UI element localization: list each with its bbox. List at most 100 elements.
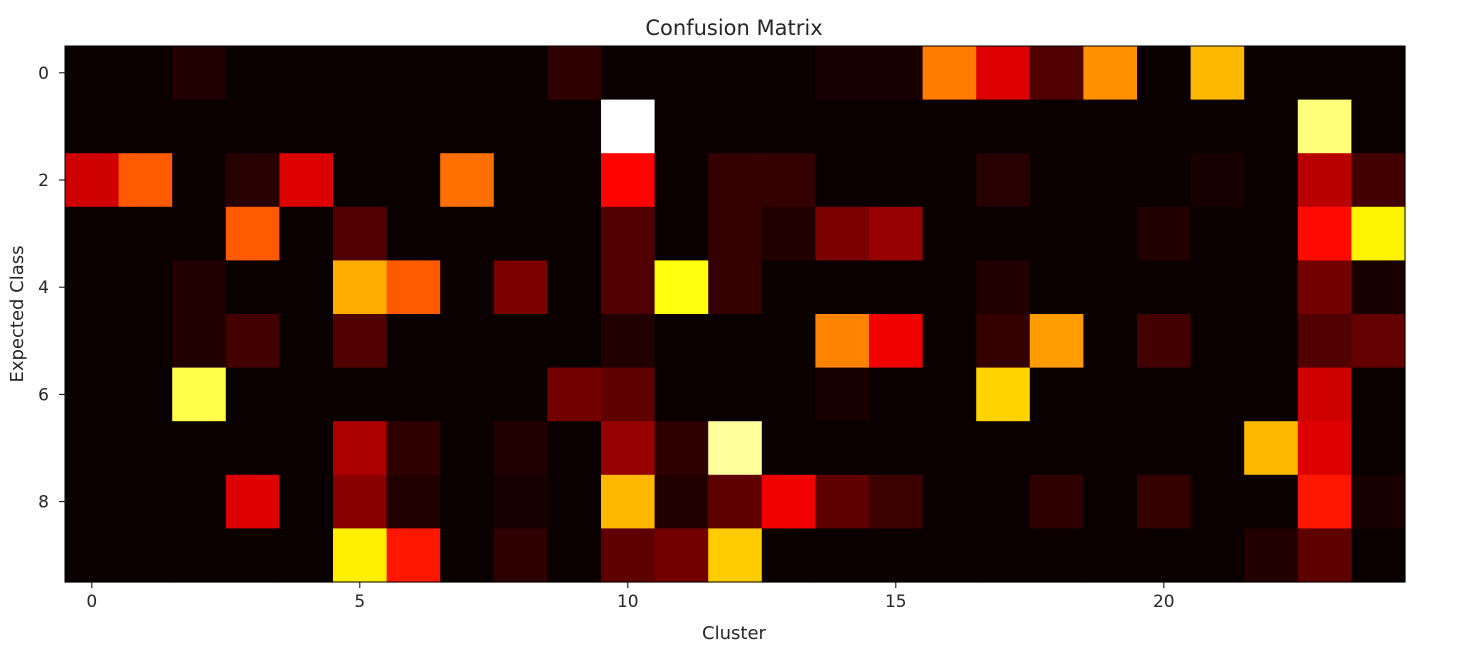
heatmap-cell [172, 421, 227, 476]
heatmap-cell [65, 421, 120, 476]
heatmap-cell [1244, 260, 1299, 315]
heatmap-cell [118, 99, 173, 154]
x-tick-label: 10 [617, 592, 639, 612]
heatmap-cell [279, 528, 334, 583]
chart-title: Confusion Matrix [645, 16, 822, 40]
heatmap-cell [708, 314, 763, 369]
heatmap-cell [279, 474, 334, 529]
heatmap-cell [654, 206, 709, 261]
heatmap-cell [386, 99, 441, 154]
heatmap-cell [976, 99, 1031, 154]
heatmap-cell [922, 260, 977, 315]
heatmap-cell [279, 367, 334, 422]
heatmap-cell [386, 206, 441, 261]
heatmap-cell [493, 314, 548, 369]
heatmap-cell [1083, 421, 1138, 476]
heatmap-cell [1244, 528, 1299, 583]
heatmap-cell [1083, 528, 1138, 583]
heatmap-cell [547, 528, 602, 583]
heatmap-cell [1029, 260, 1084, 315]
heatmap-cell [333, 314, 388, 369]
heatmap-cell [601, 314, 656, 369]
heatmap-cell [601, 421, 656, 476]
heatmap-cell [65, 206, 120, 261]
heatmap-cell [761, 260, 816, 315]
y-tick-label: 4 [38, 278, 49, 298]
heatmap-cell [440, 367, 495, 422]
heatmap-cell [547, 421, 602, 476]
heatmap-cell [279, 314, 334, 369]
heatmap-cell [922, 206, 977, 261]
heatmap-cell [654, 474, 709, 529]
heatmap-cell [1137, 474, 1192, 529]
heatmap-cell [654, 314, 709, 369]
heatmap-cell [1190, 46, 1245, 101]
heatmap-cell [922, 99, 977, 154]
heatmap-cell [815, 421, 870, 476]
heatmap-cell [1244, 206, 1299, 261]
heatmap-cell [1029, 367, 1084, 422]
heatmap-cell [386, 421, 441, 476]
heatmap-cell [172, 474, 227, 529]
heatmap-cell [493, 528, 548, 583]
heatmap-cell [333, 474, 388, 529]
heatmap-cell [547, 367, 602, 422]
heatmap-cell [1029, 421, 1084, 476]
heatmap-cell [1083, 206, 1138, 261]
heatmap-cell [1029, 99, 1084, 154]
heatmap-cell [1137, 206, 1192, 261]
heatmap-cell [922, 314, 977, 369]
heatmap-cell [761, 421, 816, 476]
heatmap-cell [815, 46, 870, 101]
heatmap-cell [869, 367, 924, 422]
heatmap-cell [386, 46, 441, 101]
heatmap-cell [654, 46, 709, 101]
heatmap-cell [1137, 153, 1192, 208]
heatmap-cell [1137, 46, 1192, 101]
heatmap-cell [333, 421, 388, 476]
heatmap-cell [1029, 474, 1084, 529]
heatmap-cell [225, 528, 280, 583]
heatmap-cell [1190, 474, 1245, 529]
heatmap-cell [1029, 206, 1084, 261]
heatmap-cell [440, 474, 495, 529]
heatmap-cell [172, 314, 227, 369]
heatmap-cell [386, 528, 441, 583]
heatmap-cell [1244, 153, 1299, 208]
heatmap-cell [1297, 206, 1352, 261]
heatmap-cell [65, 46, 120, 101]
heatmap-cell [601, 528, 656, 583]
y-tick-label: 0 [38, 64, 49, 84]
heatmap-cell [1190, 528, 1245, 583]
heatmap-cell [65, 260, 120, 315]
heatmap-cell [1083, 46, 1138, 101]
heatmap-cell [1190, 99, 1245, 154]
heatmap-cell [1297, 260, 1352, 315]
heatmap-cell [118, 314, 173, 369]
heatmap-cell [815, 153, 870, 208]
heatmap-cell [1190, 260, 1245, 315]
heatmap-cell [1351, 206, 1406, 261]
heatmap-cell [118, 528, 173, 583]
y-tick-label: 6 [38, 385, 49, 405]
heatmap-cell [976, 260, 1031, 315]
heatmap-cell [869, 421, 924, 476]
heatmap-cell [1137, 314, 1192, 369]
heatmap-cell [601, 474, 656, 529]
heatmap-cell [440, 528, 495, 583]
heatmap-cell [1244, 367, 1299, 422]
heatmap-cell [1083, 367, 1138, 422]
heatmap-cell [654, 528, 709, 583]
heatmap-cell [1083, 260, 1138, 315]
heatmap-cell [440, 99, 495, 154]
heatmap-cell [1083, 99, 1138, 154]
heatmap-cell [118, 206, 173, 261]
heatmap-cell [601, 367, 656, 422]
heatmap-cell [225, 260, 280, 315]
heatmap-cell [1029, 153, 1084, 208]
heatmap-cell [118, 260, 173, 315]
heatmap-cell [279, 153, 334, 208]
heatmap-cell [493, 46, 548, 101]
heatmap-cell [869, 206, 924, 261]
heatmap-cell [547, 474, 602, 529]
